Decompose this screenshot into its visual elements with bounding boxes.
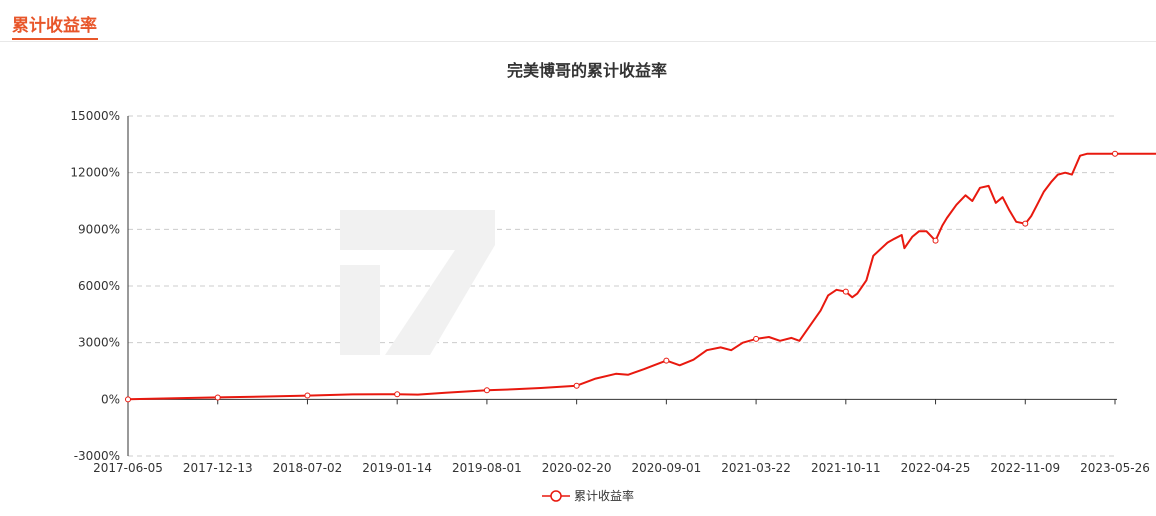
- series-layer: [125, 150, 1156, 403]
- data-point[interactable]: [1022, 220, 1029, 227]
- x-axis: 2017-06-05 2017-12-13 2018-07-02 2019-01-14…: [93, 398, 1150, 475]
- data-point[interactable]: [394, 391, 401, 398]
- tab-bar: 累计收益率: [0, 0, 1156, 42]
- watermark-logo: [340, 210, 495, 355]
- y-tick-label: 9000%: [78, 222, 120, 236]
- x-tick-label: 2021-03-22: [721, 461, 791, 475]
- x-tick-label: 2020-02-20: [542, 461, 612, 475]
- y-tick-label: 12000%: [70, 166, 120, 180]
- x-tick-label: 2017-06-05: [93, 461, 163, 475]
- data-point[interactable]: [1112, 150, 1118, 157]
- x-tick-label: 2023-05-26: [1080, 461, 1150, 475]
- y-tick-label: 3000%: [78, 336, 120, 350]
- legend[interactable]: 累计收益率: [542, 488, 634, 503]
- grid-lines: [128, 115, 1117, 457]
- data-point[interactable]: [663, 357, 670, 364]
- y-axis: -3000% 0% 3000% 6000% 9000% 12000% 15000%: [70, 109, 129, 463]
- data-point[interactable]: [483, 387, 490, 394]
- data-point[interactable]: [304, 392, 311, 399]
- y-tick-label: -3000%: [74, 449, 120, 463]
- data-point[interactable]: [842, 288, 849, 295]
- x-tick-label: 2020-09-01: [631, 461, 701, 475]
- watermark-bar-icon: [340, 265, 380, 355]
- data-point[interactable]: [932, 237, 939, 244]
- x-tick-label: 2019-08-01: [452, 461, 522, 475]
- y-tick-label: 6000%: [78, 279, 120, 293]
- watermark-seven-icon: [340, 210, 495, 355]
- x-tick-label: 2021-10-11: [811, 461, 881, 475]
- x-tick-label: 2022-11-09: [990, 461, 1060, 475]
- legend-circle-icon: [550, 490, 562, 502]
- data-point[interactable]: [573, 382, 580, 389]
- y-tick-label: 15000%: [70, 109, 120, 123]
- tab-cumulative-return[interactable]: 累计收益率: [12, 16, 97, 36]
- x-tick-label: 2022-04-25: [901, 461, 971, 475]
- series-line: [127, 152, 1156, 401]
- data-point[interactable]: [214, 394, 221, 401]
- x-tick-label: 2017-12-13: [183, 461, 253, 475]
- data-point[interactable]: [125, 396, 131, 403]
- tab-underline: [12, 38, 98, 40]
- data-point[interactable]: [753, 335, 760, 342]
- x-tick-label: 2019-01-14: [362, 461, 432, 475]
- legend-label[interactable]: 累计收益率: [574, 488, 634, 503]
- x-tick-label: 2018-07-02: [273, 461, 343, 475]
- chart-title: 完美博哥的累计收益率: [507, 61, 667, 80]
- y-tick-label: 0%: [101, 392, 120, 406]
